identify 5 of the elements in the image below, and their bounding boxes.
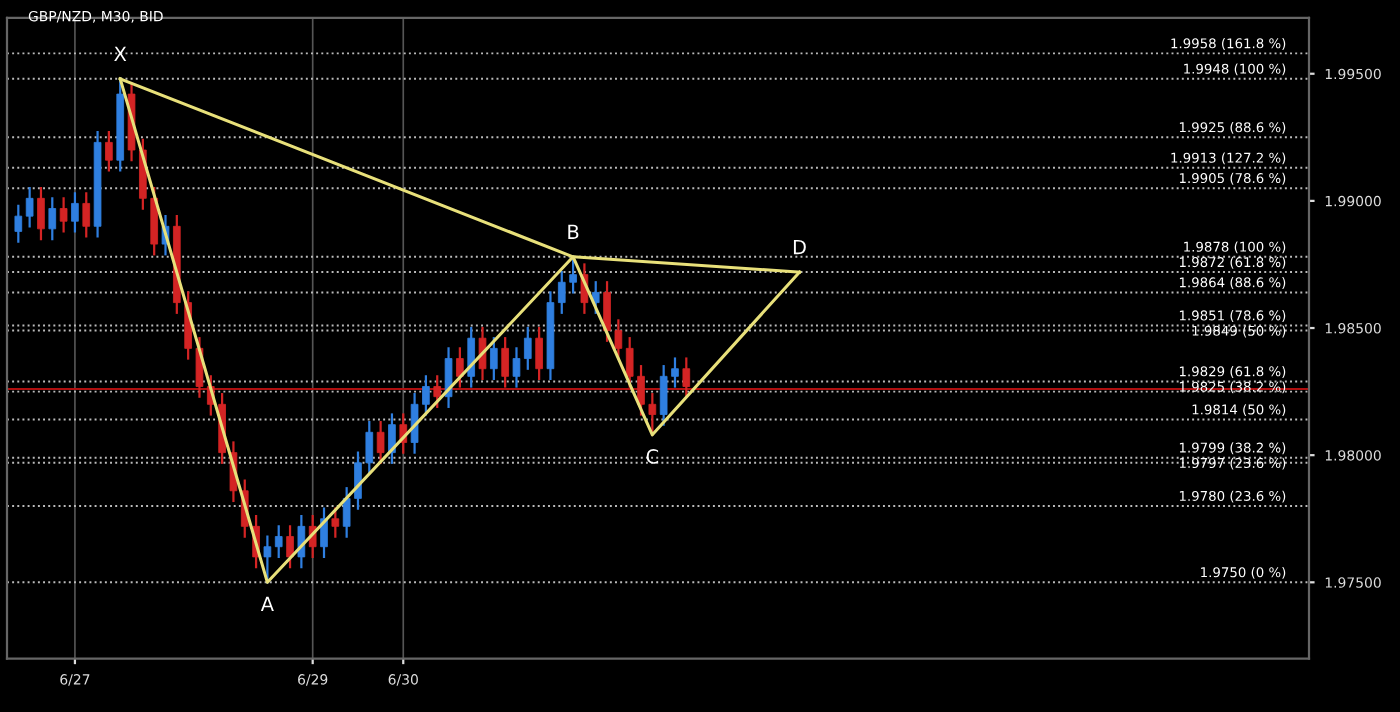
annotation: C: [646, 449, 659, 464]
annotation: B: [568, 224, 579, 239]
annotation: A: [260, 596, 274, 611]
annotation: D: [793, 239, 806, 255]
annotation: X: [114, 46, 127, 61]
